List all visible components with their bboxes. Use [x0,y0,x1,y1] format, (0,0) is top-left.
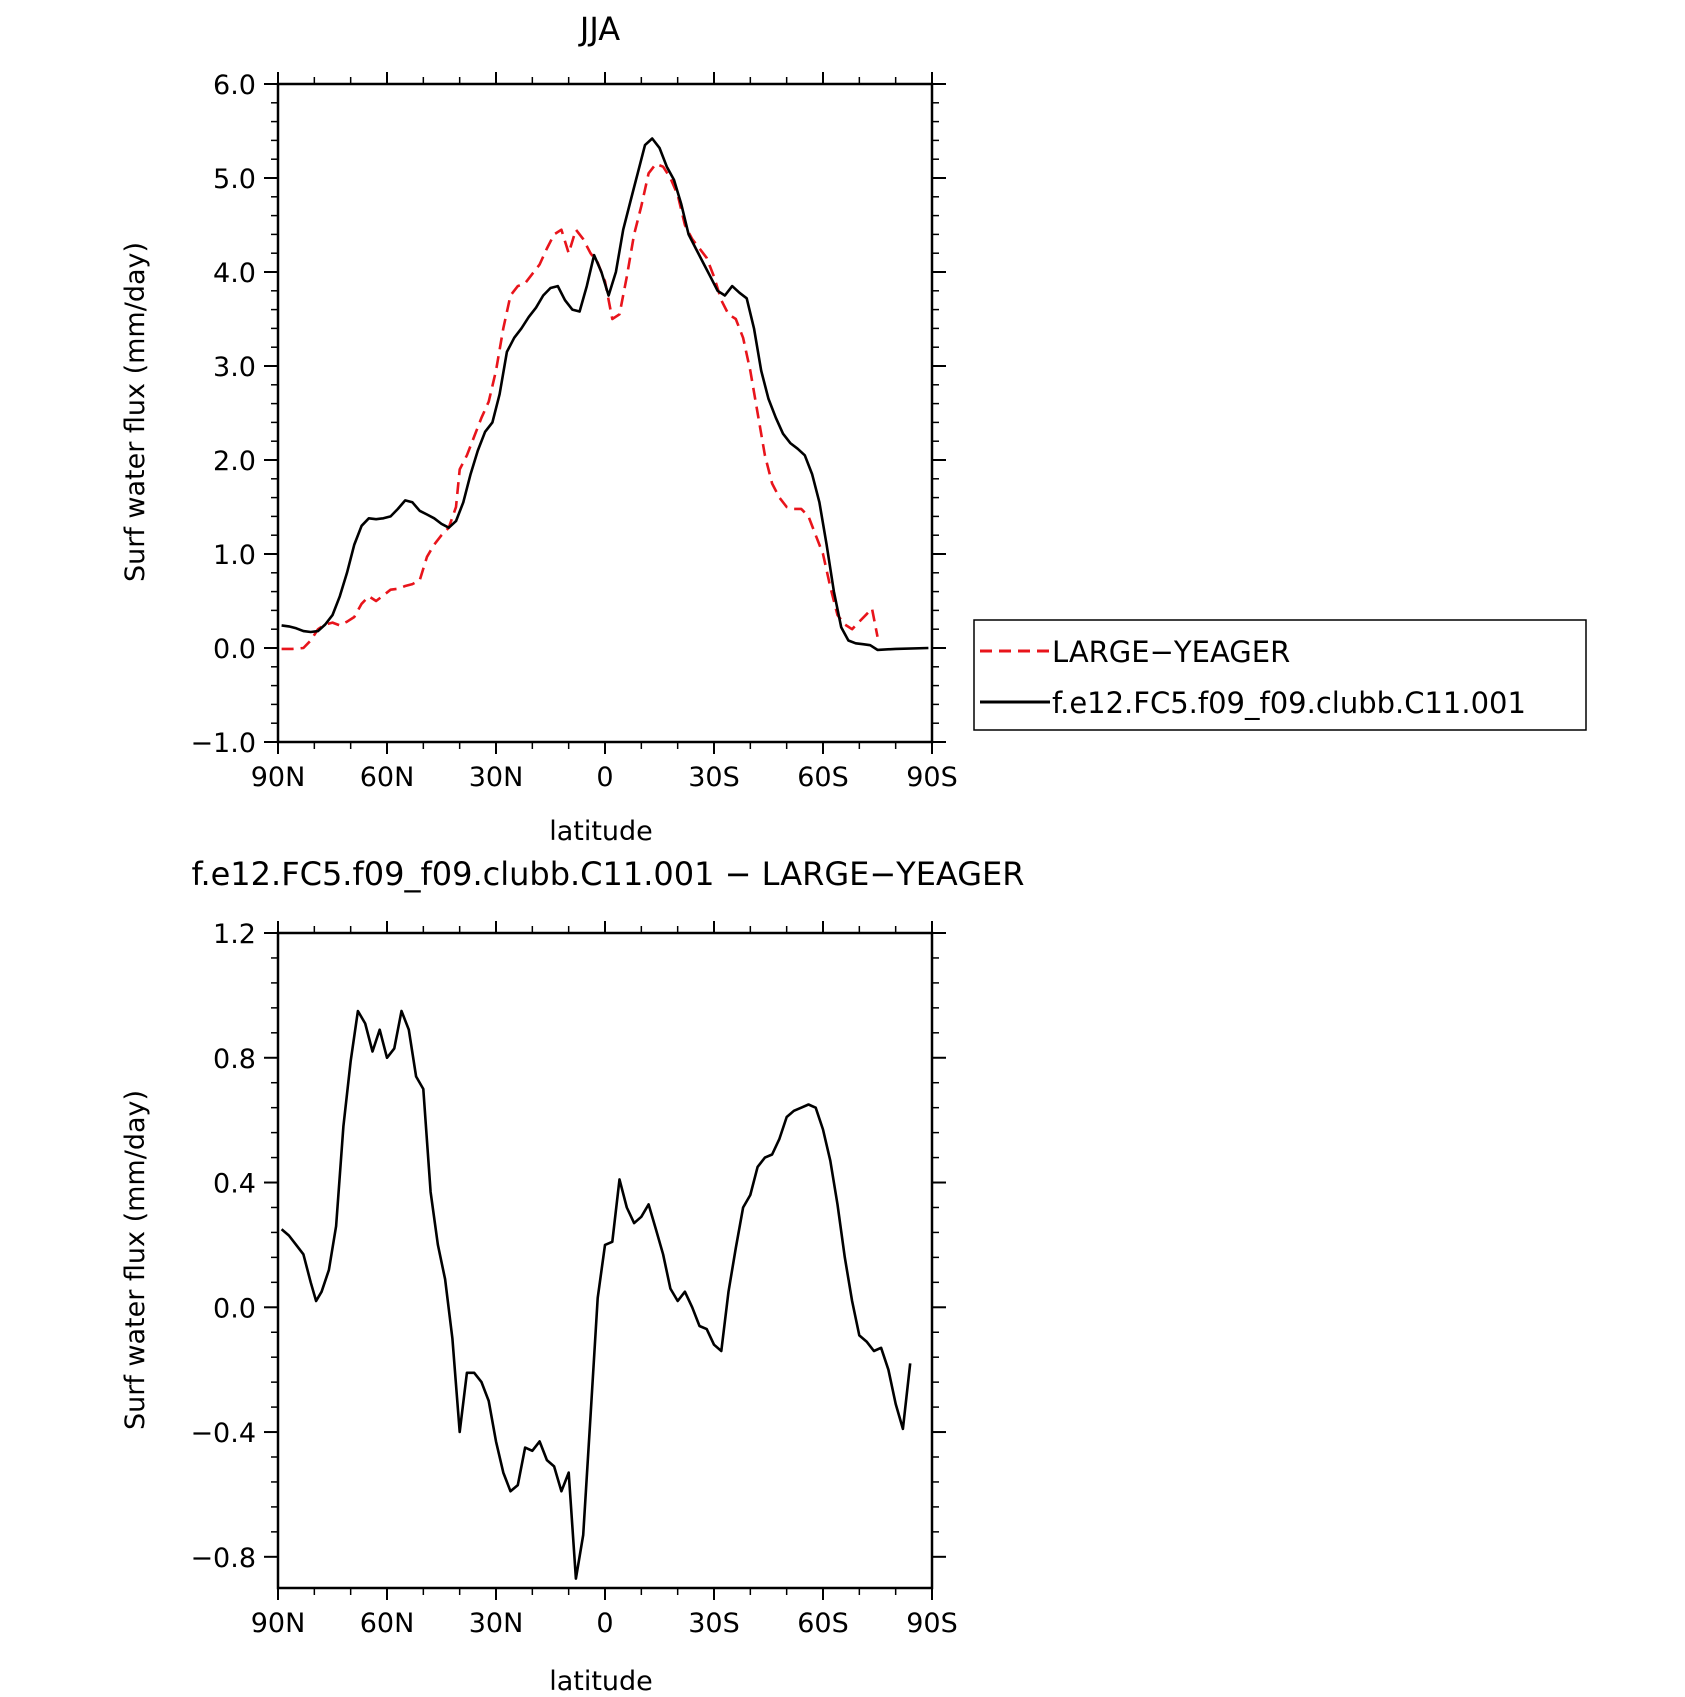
legend-label-large-yeager: LARGE−YEAGER [1052,635,1290,669]
bottom-y-tick-label: −0.8 [190,1543,256,1574]
top-y-tick-label: 3.0 [213,352,256,383]
top-y-tick-label: 6.0 [213,70,256,101]
top-x-tick-label: 60N [360,762,415,793]
bottom-x-axis-label: latitude [549,1666,653,1697]
top-x-tick-label: 0 [596,762,613,793]
top-y-tick-label: 5.0 [213,164,256,195]
top-y-tick-label: 2.0 [213,446,256,477]
bottom-x-tick-label: 60S [797,1608,849,1639]
legend-label-model: f.e12.FC5.f09_f09.clubb.C11.001 [1052,686,1526,720]
bottom-x-tick-label: 30N [469,1608,524,1639]
bottom-x-tick-label: 90N [251,1608,306,1639]
bottom-y-tick-label: 0.0 [213,1293,256,1324]
bottom-x-tick-label: 30S [688,1608,740,1639]
bottom-series-line-0 [280,1009,912,1580]
top-x-axis-label: latitude [549,816,653,847]
top-x-tick-label: 30N [469,762,524,793]
bottom-y-tick-label: 1.2 [213,919,256,950]
top-chart-title: JJA [578,10,620,48]
bottom-y-tick-label: −0.4 [190,1418,256,1449]
bottom-x-tick-label: 90S [906,1608,958,1639]
top-y-axis-label: Surf water flux (mm/day) [120,242,151,582]
legend-box [973,619,1587,731]
top-y-tick-label: −1.0 [190,728,256,759]
top-y-tick-label: 1.0 [213,540,256,571]
bottom-x-tick-label: 0 [596,1608,613,1639]
top-x-tick-label: 60S [797,762,849,793]
top-x-tick-label: 90S [906,762,958,793]
legend: LARGE−YEAGER f.e12.FC5.f09_f09.clubb.C11… [973,619,1587,731]
top-plot-area: 90N 60N 30N 0 30S 60S 90S 6.0 5.0 4.0 3.0 2.0 1.0 0.0… [190,70,957,793]
bottom-plot-area: 90N 60N 30N 0 30S 60S 90S 1.2 0.8 0.4 0.0 −0.4 −0.8 [190,919,957,1639]
top-x-tick-label: 30S [688,762,740,793]
top-series-line-1 [281,137,929,652]
bottom-y-axis-label: Surf water flux (mm/day) [120,1090,151,1430]
bottom-x-tick-label: 60N [360,1608,415,1639]
top-y-tick-label: 0.0 [213,634,256,665]
bottom-panel: f.e12.FC5.f09_f09.clubb.C11.001 − LARGE−… [120,855,1025,1697]
bottom-chart-title: f.e12.FC5.f09_f09.clubb.C11.001 − LARGE−… [192,855,1025,893]
top-x-tick-label: 90N [251,762,306,793]
top-y-tick-label: 4.0 [213,258,256,289]
top-panel: JJA 90N 60N 30N 0 30S 60S 90S 6.0 5.0 4.0 3.0 2.0 1.… [120,10,1587,847]
bottom-y-tick-label: 0.4 [213,1169,256,1200]
top-series-line-0 [281,162,879,651]
bottom-y-tick-label: 0.8 [213,1044,256,1075]
